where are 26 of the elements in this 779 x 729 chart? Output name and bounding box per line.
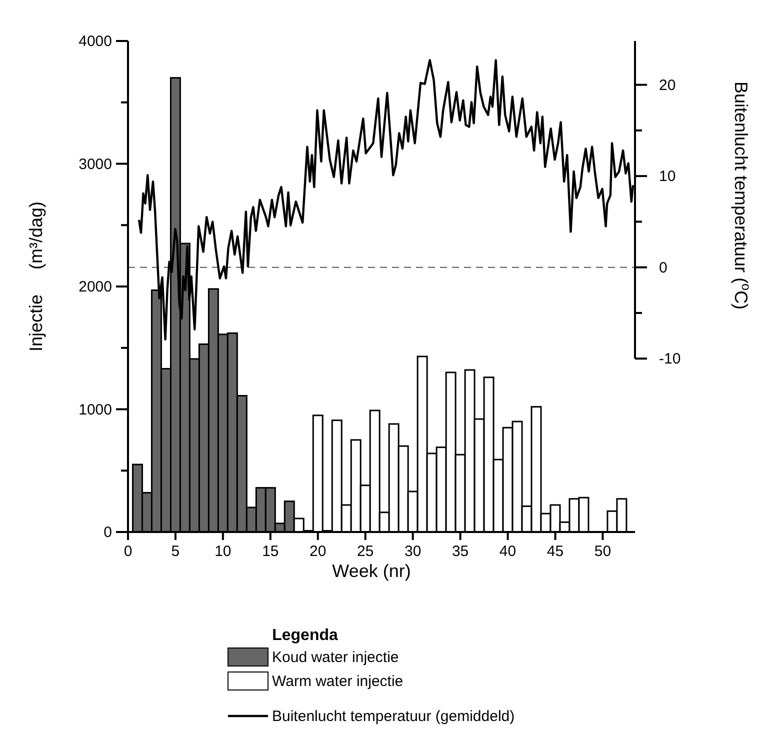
y-tick-label: 1000: [78, 401, 112, 418]
x-tick-label: 5: [171, 543, 180, 560]
y-axis-title: Injectie (m³/dag): [26, 201, 46, 352]
x-tick-label: 20: [310, 543, 326, 560]
x-axis-title: Week (nr): [332, 561, 411, 581]
x-tick-label: 0: [124, 543, 132, 560]
legend-label: Koud water injectie: [272, 649, 399, 666]
x-tick-label: 45: [546, 543, 564, 560]
legend-label: Buitenlucht temperatuur (gemiddeld): [272, 708, 515, 725]
x-tick-label: 25: [357, 543, 374, 560]
x-tick-label: 35: [452, 543, 469, 560]
y-tick-label: 2000: [78, 278, 112, 296]
legend-label: Warm water injectie: [272, 673, 404, 690]
x-tick-label: 50: [594, 543, 612, 560]
legend-title: Legenda: [272, 627, 338, 644]
x-tick-label: 30: [404, 543, 422, 560]
y-tick-label: 3000: [78, 156, 112, 173]
y-tick-label: 4000: [78, 33, 112, 50]
y2-tick-label: 10: [659, 168, 676, 186]
x-tick-label: 40: [499, 543, 516, 560]
y2-tick-label: 20: [659, 76, 676, 94]
x-tick-label: 15: [262, 543, 279, 560]
y-tick-label: 0: [104, 524, 112, 541]
y2-tick-label: 0: [659, 259, 668, 276]
x-tick-label: 10: [214, 543, 232, 560]
y2-tick-label: -10: [659, 350, 681, 368]
